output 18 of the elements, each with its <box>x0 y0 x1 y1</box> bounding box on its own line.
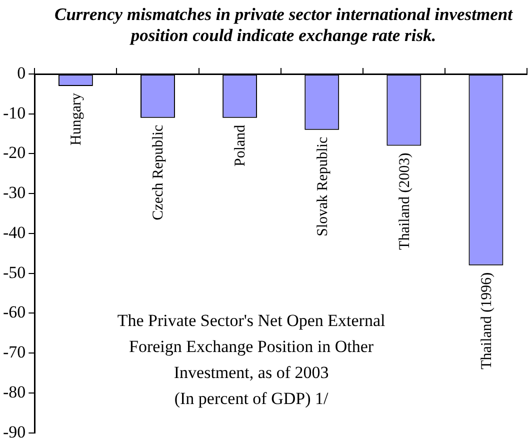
x-tick-label: Thailand (2003) <box>396 152 413 250</box>
y-tick-label: -90 <box>2 422 26 442</box>
x-tick-label: Czech Republic <box>150 124 167 220</box>
chart-title: Currency mismatches in private sector international investment position could indicate exchange rate risk. <box>54 4 514 46</box>
y-tick-label: -50 <box>2 262 26 282</box>
y-tick-label: -20 <box>2 143 26 162</box>
x-tick-label: Slovak Republic <box>314 136 331 236</box>
x-tick-label: Hungary <box>68 92 85 146</box>
y-tick-label: -60 <box>2 302 26 322</box>
annotation: The Private Sector's Net Open External Foreign Exchange Position in Other Investment, as of 2003 (In percent of GDP) 1/ <box>117 311 386 408</box>
y-tick-label: -40 <box>2 222 26 242</box>
x-tick-label: Poland <box>232 124 249 167</box>
y-tick-label: -30 <box>2 183 26 202</box>
y-tick-label: 0 <box>17 63 26 82</box>
x-tick-label: Thailand (1996) <box>478 272 495 370</box>
y-tick-label: -10 <box>2 103 26 122</box>
y-tick-label: -80 <box>2 382 26 402</box>
y-tick-label: -70 <box>2 342 26 362</box>
